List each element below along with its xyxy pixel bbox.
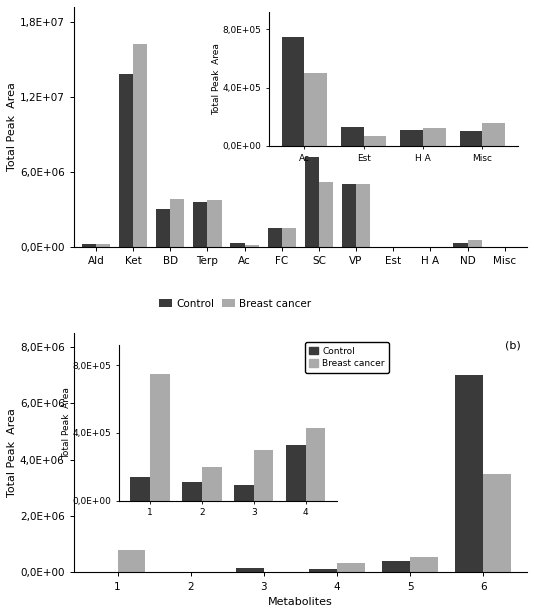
Bar xyxy=(342,184,356,247)
Bar xyxy=(207,200,222,247)
Text: (b): (b) xyxy=(505,340,520,350)
X-axis label: Metabolites: Metabolites xyxy=(268,597,333,607)
Bar xyxy=(236,568,264,572)
Bar xyxy=(231,243,245,247)
Bar xyxy=(305,157,319,247)
Bar xyxy=(453,243,468,247)
Bar xyxy=(117,550,145,572)
Bar xyxy=(96,244,110,247)
Bar xyxy=(282,228,296,247)
Bar xyxy=(337,562,365,572)
Y-axis label: Total Peak  Area: Total Peak Area xyxy=(7,408,17,497)
Bar xyxy=(268,228,282,247)
Bar xyxy=(356,184,370,247)
Y-axis label: Total Peak  Area: Total Peak Area xyxy=(7,82,17,171)
Bar xyxy=(119,74,133,247)
Bar xyxy=(410,557,438,572)
Legend: Control, Breast cancer: Control, Breast cancer xyxy=(155,295,316,313)
Bar xyxy=(319,182,333,247)
Bar xyxy=(245,245,258,247)
Bar xyxy=(468,240,482,247)
Bar xyxy=(170,199,184,247)
Bar xyxy=(193,201,207,247)
Bar xyxy=(156,209,170,247)
Bar xyxy=(456,375,483,572)
Bar xyxy=(382,561,410,572)
Bar xyxy=(309,569,337,572)
Bar xyxy=(133,44,147,247)
Bar xyxy=(483,474,511,572)
Bar xyxy=(82,244,96,247)
